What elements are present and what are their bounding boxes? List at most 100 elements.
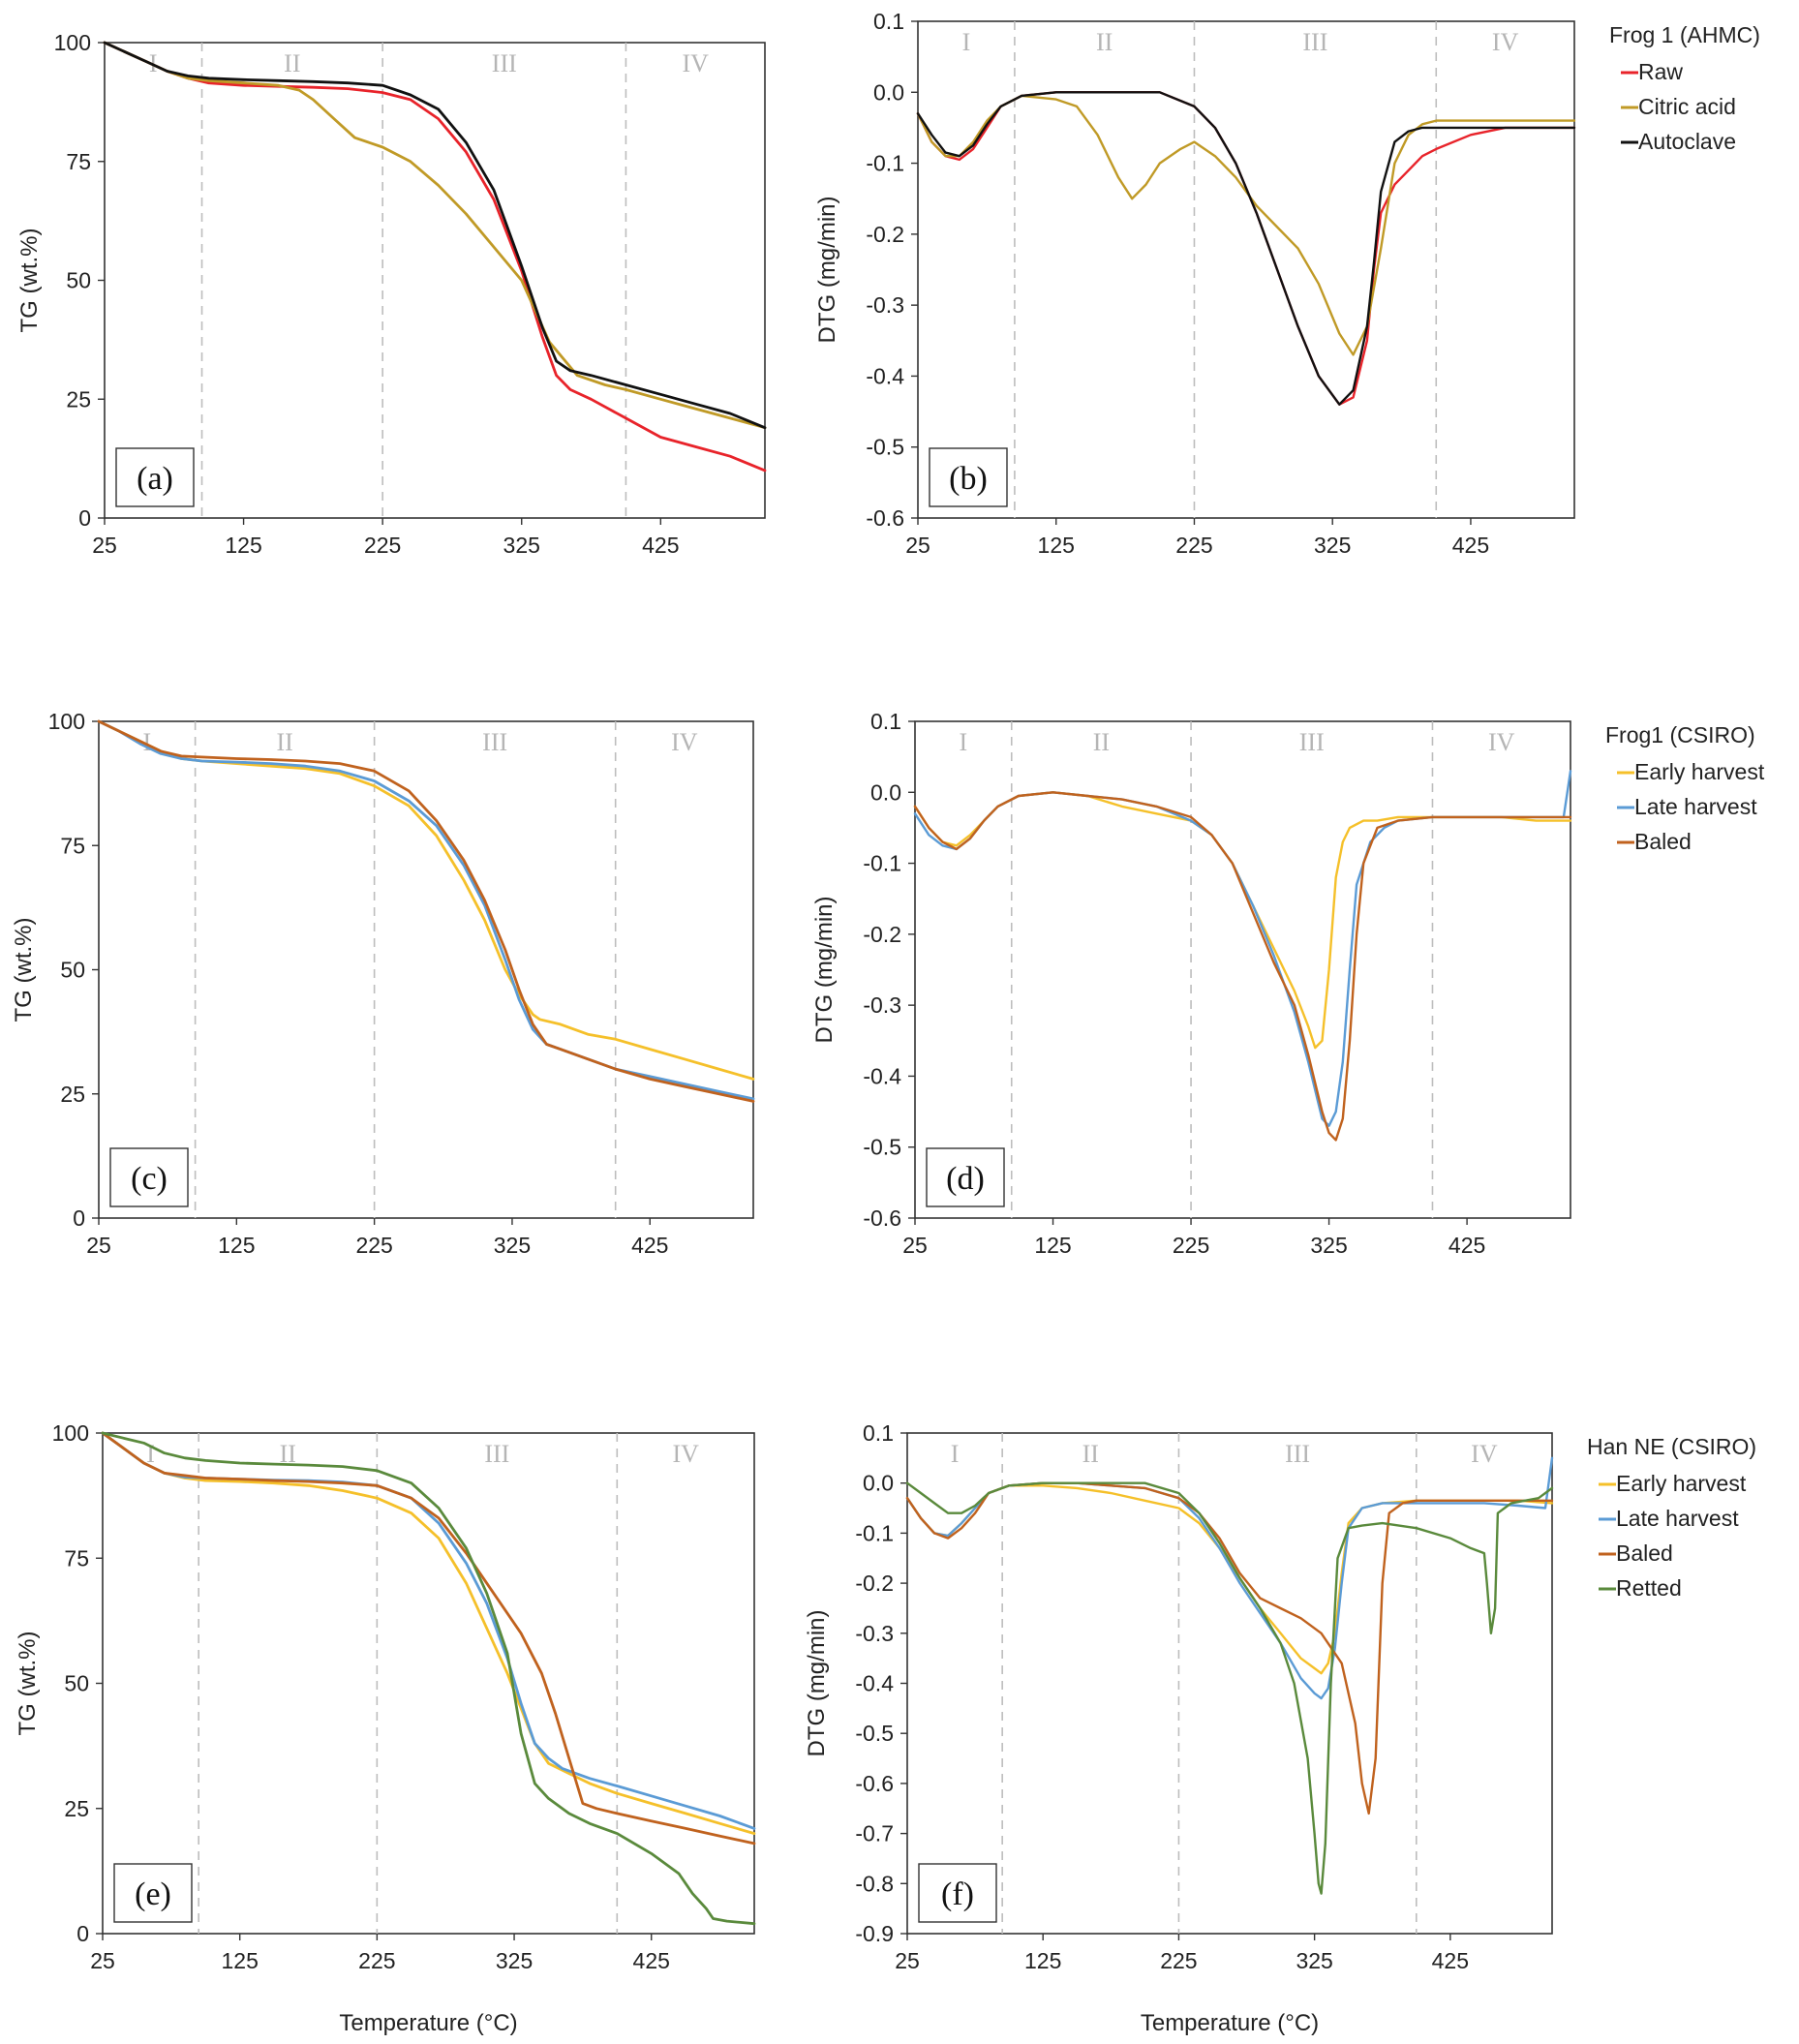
x-axis-title: Temperature (°C) (1141, 2010, 1319, 2036)
y-axis-title: TG (wt.%) (16, 229, 43, 333)
series-line-baled (101, 1431, 756, 1846)
y-tick-label: -0.3 (855, 1621, 894, 1646)
x-tick-label: 125 (1038, 533, 1075, 558)
y-tick-label: 0 (78, 505, 91, 531)
region-label: I (146, 1440, 155, 1468)
y-tick-label: -0.1 (866, 151, 904, 176)
x-tick-label: 425 (1452, 533, 1489, 558)
y-tick-label: -0.3 (866, 292, 904, 318)
y-tick-label: 100 (48, 709, 85, 734)
legend-label: Autoclave (1638, 129, 1736, 154)
region-label: III (482, 728, 507, 756)
region-label: II (284, 49, 300, 77)
series-line-early-harvest (101, 1431, 756, 1835)
y-tick-label: -0.5 (855, 1721, 894, 1746)
series-group (916, 91, 1576, 406)
legend-label: Early harvest (1634, 759, 1765, 784)
panel-tag: (f) (941, 1876, 974, 1912)
legend: Frog 1 (AHMC) Raw Citric acid Autoclave (1609, 22, 1760, 154)
plot-frame (104, 42, 766, 519)
y-tick-label: -0.9 (855, 1921, 894, 1946)
y-tick-label: 0 (76, 1921, 89, 1946)
y-tick-label: -0.5 (863, 1135, 901, 1160)
legend-title: Han NE (CSIRO) (1587, 1434, 1756, 1459)
x-tick-label: 225 (355, 1233, 392, 1258)
panel-tag-box (918, 1863, 997, 1923)
panel-tag: (c) (131, 1161, 168, 1197)
panel-tag-box (109, 1147, 189, 1207)
y-tick-label: 25 (64, 1796, 89, 1821)
x-tick-label: 425 (633, 1948, 670, 1973)
y-tick-label: -0.4 (866, 363, 904, 388)
panel-tag-box (113, 1863, 193, 1923)
y-axis-title: TG (wt.%) (15, 1632, 41, 1736)
y-tick-label: 0.0 (863, 1471, 894, 1496)
x-tick-label: 25 (902, 1233, 928, 1258)
x-tick-label: 225 (358, 1948, 395, 1973)
y-axis-title: TG (wt.%) (11, 918, 37, 1022)
legend-label: Late harvest (1616, 1506, 1739, 1531)
y-tick-label: -0.3 (863, 992, 901, 1018)
panel-tag: (e) (135, 1876, 171, 1912)
series-line-late-harvest (905, 1456, 1554, 1700)
y-tick-label: -0.5 (866, 435, 904, 460)
y-tick-label: 0.0 (873, 79, 904, 105)
legend-label: Baled (1634, 829, 1692, 854)
series-group (97, 719, 755, 1103)
y-tick-label: 0.1 (863, 1420, 894, 1446)
series-line-baled (97, 719, 755, 1103)
y-tick-label: 50 (64, 1671, 89, 1696)
panel-tag: (d) (946, 1161, 985, 1197)
series-line-autoclave (916, 91, 1576, 406)
region-label: II (276, 728, 292, 756)
y-tick-label: -0.4 (863, 1063, 901, 1088)
legend-label: Raw (1638, 59, 1683, 84)
legend-title: Frog1 (CSIRO) (1605, 722, 1755, 747)
x-tick-label: 225 (1173, 1233, 1209, 1258)
x-tick-label: 25 (895, 1948, 920, 1973)
legend-title: Frog 1 (AHMC) (1609, 22, 1760, 47)
region-label: IV (682, 49, 709, 77)
legend: Han NE (CSIRO) Early harvest Late harvest B… (1587, 1434, 1756, 1601)
y-tick-label: 100 (52, 1420, 89, 1446)
x-tick-label: 25 (86, 1233, 111, 1258)
series-group (103, 41, 767, 473)
panel-tag-box (926, 1147, 1005, 1207)
y-tick-label: 0.1 (873, 9, 904, 34)
region-label: IV (1488, 728, 1515, 756)
region-label: III (1299, 728, 1325, 756)
x-axis-title: Temperature (°C) (339, 2010, 517, 2036)
series-line-early-harvest (905, 1484, 1554, 1675)
y-tick-label: -0.4 (855, 1671, 894, 1696)
plot-frame (914, 720, 1571, 1219)
y-tick-label: 75 (64, 1545, 89, 1571)
x-tick-label: 325 (1314, 533, 1351, 558)
region-label: III (484, 1440, 509, 1468)
series-line-early-harvest (913, 791, 1572, 1050)
region-label: IV (1471, 1440, 1498, 1468)
x-tick-label: 425 (642, 533, 679, 558)
region-label: I (142, 728, 151, 756)
y-tick-label: 50 (66, 268, 91, 293)
y-tick-label: -0.8 (855, 1871, 894, 1896)
y-tick-label: -0.6 (855, 1771, 894, 1796)
x-tick-label: 125 (218, 1233, 255, 1258)
y-tick-label: -0.1 (855, 1520, 894, 1545)
series-line-late-harvest (913, 770, 1572, 1127)
x-tick-label: 125 (225, 533, 261, 558)
x-tick-label: 325 (503, 533, 540, 558)
y-tick-label: -0.7 (855, 1821, 894, 1846)
x-tick-label: 325 (1296, 1948, 1332, 1973)
x-tick-label: 325 (494, 1233, 531, 1258)
x-tick-label: 425 (1432, 1948, 1469, 1973)
y-tick-label: 0.0 (870, 779, 901, 805)
plot-frame (917, 20, 1575, 519)
x-tick-label: 25 (90, 1948, 115, 1973)
x-tick-label: 125 (221, 1948, 258, 1973)
